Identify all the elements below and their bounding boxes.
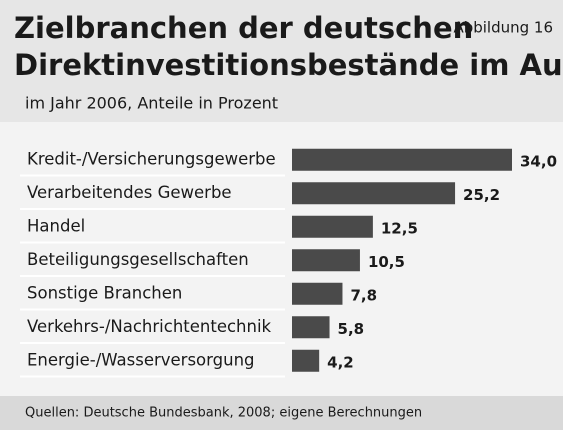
bar [292,182,456,205]
chart-title-line: Zielbranchen der deutschen [14,11,473,45]
bar [292,349,320,372]
bar [292,215,373,238]
source: Quellen: Deutsche Bundesbank, 2008; eige… [25,406,422,421]
category-label: Sonstige Branchen [27,283,182,302]
header-background [0,0,563,122]
category-label: Beteiligungsgesellschaften [27,250,249,269]
value-label: 10,5 [368,253,405,271]
figure-label: Abbildung 16 [453,19,553,37]
value-label: 12,5 [381,219,418,237]
category-label: Kredit-/Versicherungsgewerbe [27,149,276,168]
bar [292,148,512,171]
subtitle: im Jahr 2006, Anteile in Prozent [25,94,278,113]
bar [292,316,330,339]
footer-background [0,396,563,430]
bar [292,282,343,305]
chart-title-line: Direktinvestitionsbestände im Ausland [14,48,563,82]
value-label: 25,2 [463,186,500,204]
category-label: Verkehrs-/Nachrichtentechnik [27,317,272,336]
bar [292,249,360,272]
category-label: Handel [27,216,85,235]
value-label: 4,2 [327,353,354,371]
value-label: 7,8 [350,286,377,304]
category-label: Energie-/Wasserversorgung [27,350,255,369]
value-label: 5,8 [338,320,365,338]
category-label: Verarbeitendes Gewerbe [27,183,232,202]
value-label: 34,0 [520,152,557,170]
